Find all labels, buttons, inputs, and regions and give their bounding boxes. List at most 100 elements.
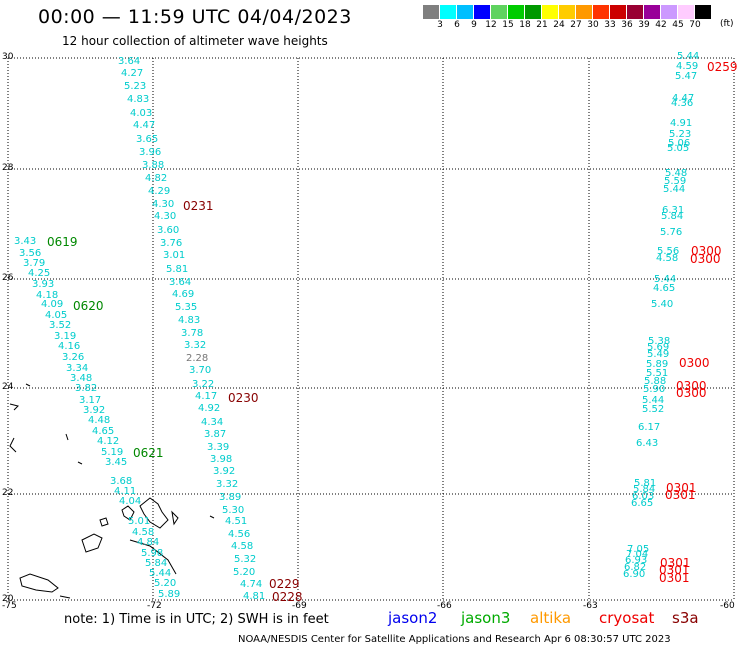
latitude-label: 28: [2, 163, 14, 173]
wave-height-value: 5.44: [663, 184, 686, 195]
wave-height-value: 5.44: [642, 395, 665, 406]
wave-height-value: 5.90: [643, 384, 666, 395]
legend-tick-label: 6: [454, 20, 460, 30]
pass-time-label: 0620: [73, 299, 104, 313]
wave-height-value: 6.90: [623, 569, 646, 580]
wave-height-value: 3.32: [184, 340, 207, 351]
wave-height-value: 3.39: [207, 442, 230, 453]
wave-height-value: 3.98: [210, 454, 233, 465]
wave-height-value: 4.05: [45, 310, 68, 321]
wave-height-value: 4.27: [121, 68, 144, 79]
footer-credit: NOAA/NESDIS Center for Satellite Applica…: [238, 634, 671, 645]
wave-height-value: 3.17: [79, 395, 102, 406]
pass-time-label: 0621: [133, 446, 164, 460]
longitude-label: -63: [583, 601, 598, 611]
legend-tick-label: 12: [485, 20, 497, 30]
wave-height-value: 4.18: [36, 290, 59, 301]
wave-height-value: 4.47: [672, 93, 695, 104]
legend-tick-label: 21: [536, 20, 548, 30]
chart-subtitle: 12 hour collection of altimeter wave hei…: [62, 34, 328, 48]
footer-note: note: 1) Time is in UTC; 2) SWH is in fe…: [64, 612, 329, 627]
wave-height-value: 5.44: [654, 274, 677, 285]
wave-height-value: 5.84: [633, 484, 656, 495]
island-caicos-small: [9, 437, 17, 453]
pass-time-label: 0300: [690, 252, 721, 266]
island-hispaniola-north: [129, 539, 177, 575]
legend-tick-label: 27: [570, 20, 582, 30]
wave-height-value: 3.76: [160, 238, 183, 249]
wave-height-value: 5.69: [647, 342, 670, 353]
longitude-label: -60: [720, 601, 735, 611]
pass-time-label: 0300: [679, 356, 710, 370]
wave-height-value: 3.64: [169, 277, 192, 288]
legend-swatch: [474, 5, 491, 19]
wave-height-value: 5.51: [646, 368, 669, 379]
pass-time-label: 0300: [676, 386, 707, 400]
satellite-cryosat: cryosat: [599, 609, 655, 627]
island-anegada: [209, 515, 215, 519]
legend-swatch: [576, 5, 593, 19]
legend-tick-label: 39: [638, 20, 650, 30]
legend-swatches: [423, 5, 740, 19]
pass-time-label: 0301: [660, 556, 691, 570]
wave-height-value: 5.89: [158, 589, 181, 600]
legend-swatch: [457, 5, 474, 19]
wave-height-value: 5.05: [667, 143, 690, 154]
wave-height-value: 5.89: [646, 359, 669, 370]
longitude-label: -75: [2, 601, 17, 611]
wave-height-value: 3.56: [19, 248, 42, 259]
wave-height-value: 4.51: [225, 516, 248, 527]
legend-tick-label: 33: [604, 20, 616, 30]
pass-time-label: 0259: [707, 60, 738, 74]
legend-swatch: [644, 5, 661, 19]
wave-height-value: 6.43: [636, 438, 659, 449]
wave-height-value: 4.48: [88, 415, 111, 426]
wave-height-value: 5.01: [128, 516, 151, 527]
wave-height-value: 5.81: [634, 478, 657, 489]
island-virgin-a: [121, 505, 135, 521]
wave-height-value: 3.89: [219, 492, 242, 503]
wave-height-value: 3.70: [189, 365, 212, 376]
legend-swatch: [423, 5, 440, 19]
wave-height-value: 4.25: [28, 268, 51, 279]
island-eastern: [81, 533, 103, 553]
wave-height-value: 6.17: [638, 422, 661, 433]
wave-height-value: 2.28: [186, 353, 209, 364]
wave-height-value: 3.96: [139, 147, 162, 158]
wave-height-value: 4.81: [243, 591, 266, 602]
wave-height-value: 4.83: [178, 315, 201, 326]
wave-height-value: 5.44: [677, 51, 700, 62]
color-legend: 3 6 9 12 15 18 21 24 27 30 33 36 39 42 45 70: [423, 5, 740, 31]
wave-height-value: 4.09: [41, 299, 64, 310]
legend-swatch: [508, 5, 525, 19]
chart-title: 00:00 — 11:59 UTC 04/04/2023: [38, 6, 352, 28]
wave-height-value: 3.65: [136, 134, 159, 145]
wave-height-value: 4.84: [137, 537, 160, 548]
wave-height-value: 4.12: [97, 436, 120, 447]
wave-height-value: 3.45: [105, 457, 128, 468]
wave-height-value: 4.92: [198, 403, 221, 414]
legend-swatch: [542, 5, 559, 19]
wave-height-value: 4.17: [195, 391, 218, 402]
wave-height-value: 4.58: [231, 541, 254, 552]
island-virgin-b: [139, 497, 169, 529]
wave-height-value: 5.59: [664, 176, 687, 187]
wave-height-value: 4.82: [145, 173, 168, 184]
island-mayaguana: [25, 383, 31, 387]
wave-height-value: 5.06: [668, 138, 691, 149]
wave-height-value: 5.52: [642, 404, 665, 415]
wave-height-value: 5.23: [124, 81, 147, 92]
legend-swatch: [678, 5, 695, 19]
wave-height-value: 5.20: [233, 567, 256, 578]
wave-height-value: 5.84: [145, 558, 168, 569]
latitude-label: 22: [2, 488, 14, 498]
pass-time-label: 0301: [659, 563, 690, 577]
wave-height-value: 4.56: [228, 529, 251, 540]
legend-swatch: [525, 5, 542, 19]
satellite-s3a: s3a: [672, 609, 699, 627]
wave-height-value: 5.48: [665, 168, 688, 179]
wave-height-value: 6.82: [624, 562, 647, 573]
wave-height-value: 5.44: [149, 568, 172, 579]
wave-height-value: 4.69: [172, 289, 195, 300]
legend-swatch: [610, 5, 627, 19]
